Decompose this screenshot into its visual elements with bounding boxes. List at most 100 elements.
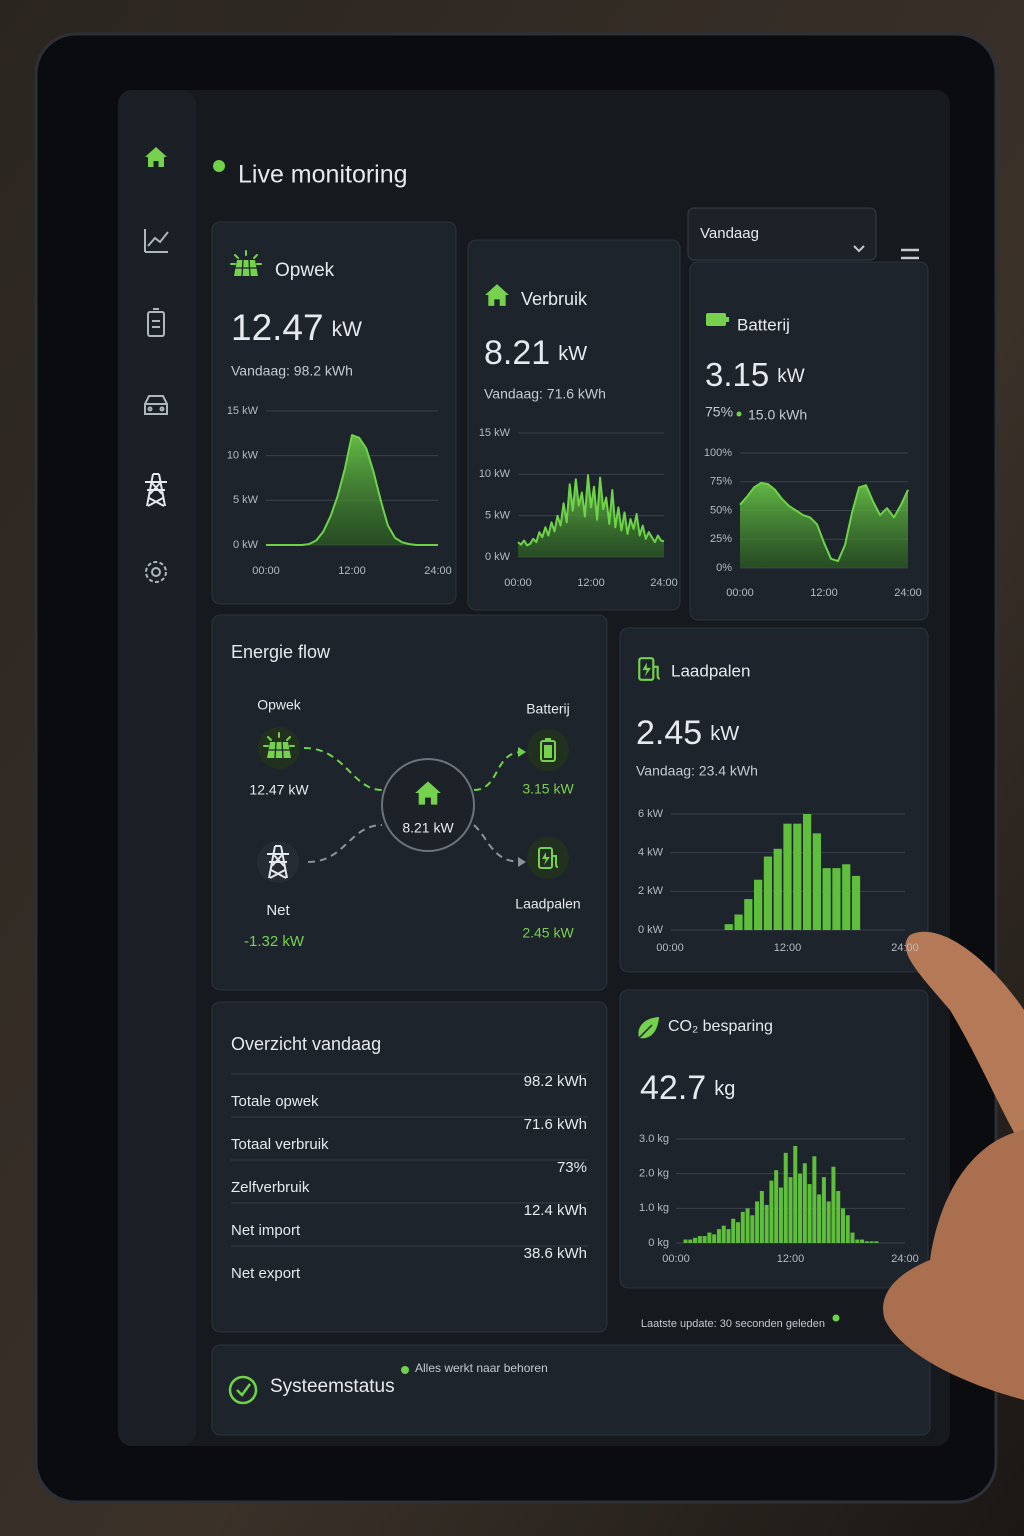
bar <box>707 1232 712 1243</box>
x-tick-label: 12:00 <box>810 587 838 599</box>
bar <box>802 814 812 930</box>
x-tick-label: 00:00 <box>726 587 754 599</box>
opwek-chart: 0 kW 5 kW 10 kW 15 kW 00:00 12:00 24:00 <box>227 405 452 577</box>
bar <box>793 823 802 930</box>
dropdown-caret[interactable] <box>853 245 865 253</box>
y-tick-label: 0 kW <box>233 539 259 551</box>
sun-icon <box>230 250 262 277</box>
dropdown-box[interactable] <box>687 207 877 261</box>
bar <box>850 1232 855 1243</box>
x-tick-label: 24:00 <box>894 587 922 599</box>
bar <box>802 1163 807 1243</box>
y-tick-label: 10 kW <box>479 468 511 480</box>
verbruik-card: Verbruik 8.21 kW Vandaag: 71.6 kWh <box>467 239 681 611</box>
x-tick-label: 12:00 <box>777 1253 805 1265</box>
status-message: Alles werkt naar behoren <box>415 1361 548 1375</box>
node-label: Laadpalen <box>515 896 580 912</box>
y-tick-label: 0 kg <box>648 1237 669 1249</box>
bar <box>750 1215 755 1243</box>
period-dropdown[interactable]: Vandaag <box>687 207 877 261</box>
bar <box>731 1218 736 1243</box>
house-node <box>381 758 475 852</box>
bar <box>783 1152 788 1243</box>
row-label: Zelfverbruik <box>231 1179 310 1196</box>
bar <box>773 848 782 930</box>
card-title: Energie flow <box>231 642 331 662</box>
nav-battery[interactable] <box>147 308 165 337</box>
row-label: Net import <box>231 1222 301 1239</box>
page-title: Live monitoring <box>238 161 408 189</box>
bar <box>764 1204 769 1243</box>
x-tick-label: 00:00 <box>252 565 280 577</box>
y-tick-label: 5 kW <box>233 494 259 506</box>
card <box>211 1001 608 1333</box>
bar <box>702 1236 707 1243</box>
card-title: Opwek <box>275 260 335 281</box>
x-tick-label: 00:00 <box>656 942 684 954</box>
bar <box>726 1229 731 1243</box>
bar <box>807 1184 812 1243</box>
nav-settings[interactable] <box>145 561 167 583</box>
unit: kW <box>710 723 739 745</box>
check-circle <box>228 1375 258 1405</box>
x-tick-label: 00:00 <box>662 1253 690 1265</box>
node-label: Opwek <box>257 697 302 713</box>
bar <box>716 1229 721 1243</box>
y-tick-label: 2 kW <box>638 885 664 897</box>
row-value: 71.6 kWh <box>524 1116 587 1133</box>
node-value: 8.21 kW <box>402 820 454 836</box>
bar <box>783 823 792 930</box>
charge: 75% <box>705 404 733 420</box>
node-label: Net <box>266 902 290 919</box>
y-tick-label: 15 kW <box>227 405 259 417</box>
card-title: Overzicht vandaag <box>231 1034 381 1054</box>
big-value: 42.7 kg <box>640 1069 735 1107</box>
nav-car[interactable] <box>144 395 168 415</box>
y-tick-label: 25% <box>710 533 732 545</box>
card <box>211 1344 931 1436</box>
area-fill <box>740 482 908 568</box>
bar <box>842 864 851 930</box>
unit: kW <box>558 343 587 365</box>
sun-icon <box>263 732 295 759</box>
big-value: 8.21 kW <box>484 334 587 372</box>
bar <box>869 1241 874 1243</box>
card-title: Verbruik <box>521 289 588 309</box>
status-dot <box>401 1366 409 1374</box>
live-indicator <box>213 160 225 172</box>
y-tick-label: 3.0 kg <box>639 1133 669 1145</box>
bar <box>836 1191 841 1243</box>
finger <box>905 931 1024 1150</box>
bar <box>763 856 773 930</box>
status-title: Systeemstatus <box>270 1376 395 1397</box>
arrow-head <box>518 857 526 867</box>
update-dot <box>832 1314 840 1322</box>
subtitle: Vandaag: 71.6 kWh <box>484 386 606 402</box>
x-tick-label: 24:00 <box>650 577 678 589</box>
value: 42.7 <box>640 1069 706 1107</box>
area-fill <box>518 475 664 557</box>
nav-charts[interactable] <box>144 229 169 253</box>
value: 3.15 <box>705 356 769 393</box>
bar <box>769 1180 774 1243</box>
bar <box>788 1177 793 1243</box>
row-label: Totaal verbruik <box>231 1136 329 1153</box>
batterij-chart: 0% 25% 50% 75% 100% 00:00 12:00 24:00 <box>704 447 922 599</box>
bar <box>874 1241 879 1243</box>
card-title: CO₂ besparing <box>668 1018 773 1035</box>
dropdown-label[interactable]: Vandaag <box>700 225 759 242</box>
unit: kg <box>714 1078 735 1100</box>
y-tick-label: 4 kW <box>638 847 664 859</box>
x-tick-label: 24:00 <box>891 1253 919 1265</box>
bar <box>755 1201 760 1243</box>
node-value: 2.45 kW <box>522 925 574 941</box>
laadpalen-card: Laadpalen 2.45 kW Vandaag: 23.4 kWh <box>619 627 929 973</box>
node-value: 12.47 kW <box>249 782 309 798</box>
flow-lines <box>303 747 523 863</box>
card-title: Batterij <box>737 315 790 334</box>
bar <box>774 1170 779 1243</box>
value: 2.45 <box>636 714 702 752</box>
row-label: Totale opwek <box>231 1093 319 1110</box>
